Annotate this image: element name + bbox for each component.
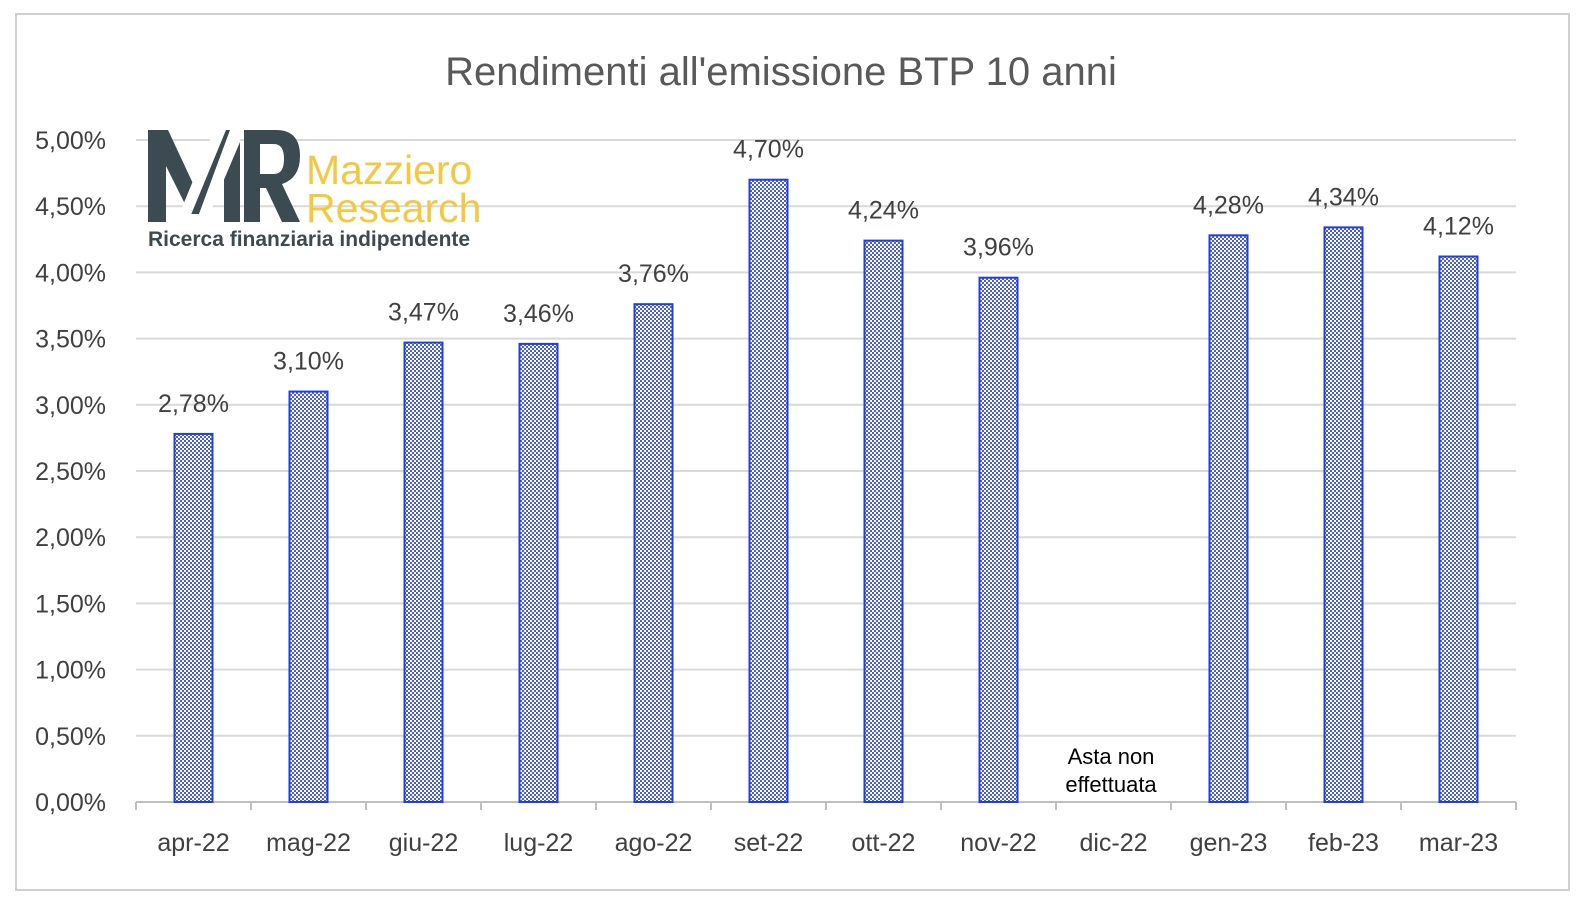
bar-giu-22 [403,341,444,803]
bar-ago-22 [633,303,674,803]
chart-border [15,13,1570,891]
data-label-mag-22: 3,10% [273,348,344,376]
x-tick-label-dic-22: dic-22 [1079,829,1147,857]
data-label-gen-23: 4,28% [1193,191,1264,219]
bar-gen-23 [1208,234,1249,803]
data-label-set-22: 4,70% [733,136,804,164]
chart-title: Rendimenti all'emissione BTP 10 anni [445,50,1117,94]
logo-monogram [148,130,300,222]
x-tick-label-ott-22: ott-22 [852,829,916,857]
data-label-nov-22: 3,96% [963,234,1034,262]
annotation-no-auction: Asta non effettuata [1065,744,1157,797]
data-label-mar-23: 4,12% [1423,213,1494,241]
x-tick-label-set-22: set-22 [734,829,803,857]
x-tick-label-feb-23: feb-23 [1308,829,1379,857]
logo-name-line-2: Research [306,185,481,231]
data-label-ott-22: 4,24% [848,197,919,225]
gridlines [135,139,1517,810]
y-tick-label: 2,00% [35,524,106,552]
logo-tagline: Ricerca finanziaria indipendente [148,228,470,251]
y-tick-label: 4,50% [35,193,106,221]
y-tick-label: 3,50% [35,326,106,354]
y-tick-label: 5,00% [35,127,106,155]
y-tick-label: 3,00% [35,392,106,420]
data-labels: 2,78% 3,10% 3,47% 3,46% 3,76% 4,70% 4,24% 3,96%… [158,136,1494,418]
bar-ott-22 [863,239,904,803]
data-label-lug-22: 3,46% [503,300,574,328]
annotation-line-2: effettuata [1065,772,1157,797]
data-label-ago-22: 3,76% [618,260,689,288]
y-tick-label: 0,50% [35,723,106,751]
bar-mag-22 [288,390,329,803]
x-tick-label-gen-23: gen-23 [1190,829,1268,857]
bar-apr-22 [173,432,214,803]
y-tick-label: 1,00% [35,657,106,685]
y-tick-label: 4,00% [35,259,106,287]
y-tick-label: 2,50% [35,458,106,486]
x-tick-label-apr-22: apr-22 [157,829,229,857]
bar-lug-22 [518,342,559,803]
bar-mar-23 [1438,255,1479,803]
bar-nov-22 [978,276,1019,804]
y-tick-label: 0,00% [35,789,106,817]
x-tick-label-nov-22: nov-22 [960,829,1036,857]
x-tick-label-mag-22: mag-22 [266,829,351,857]
x-axis-ticks: apr-22 mag-22 giu-22 lug-22 ago-22 set-22 ott-… [157,829,1498,857]
logo: Mazziero Research Ricerca finanziaria in… [148,130,481,251]
logo-name-line-1: Mazziero [306,147,472,193]
x-tick-label-giu-22: giu-22 [389,829,459,857]
bar-set-22 [748,178,789,804]
bars [173,178,1479,804]
x-tick-label-mar-23: mar-23 [1419,829,1498,857]
y-tick-label: 1,50% [35,590,106,618]
data-label-giu-22: 3,47% [388,299,459,327]
x-tick-label-lug-22: lug-22 [504,829,574,857]
x-tick-label-ago-22: ago-22 [615,829,693,857]
data-label-apr-22: 2,78% [158,390,229,418]
annotation-line-1: Asta non [1068,744,1155,769]
y-axis-ticks: 0,00% 0,50% 1,00% 1,50% 2,00% 2,50% 3,00% 3,50%… [35,127,106,817]
bar-feb-23 [1323,226,1364,804]
data-label-feb-23: 4,34% [1308,183,1379,211]
